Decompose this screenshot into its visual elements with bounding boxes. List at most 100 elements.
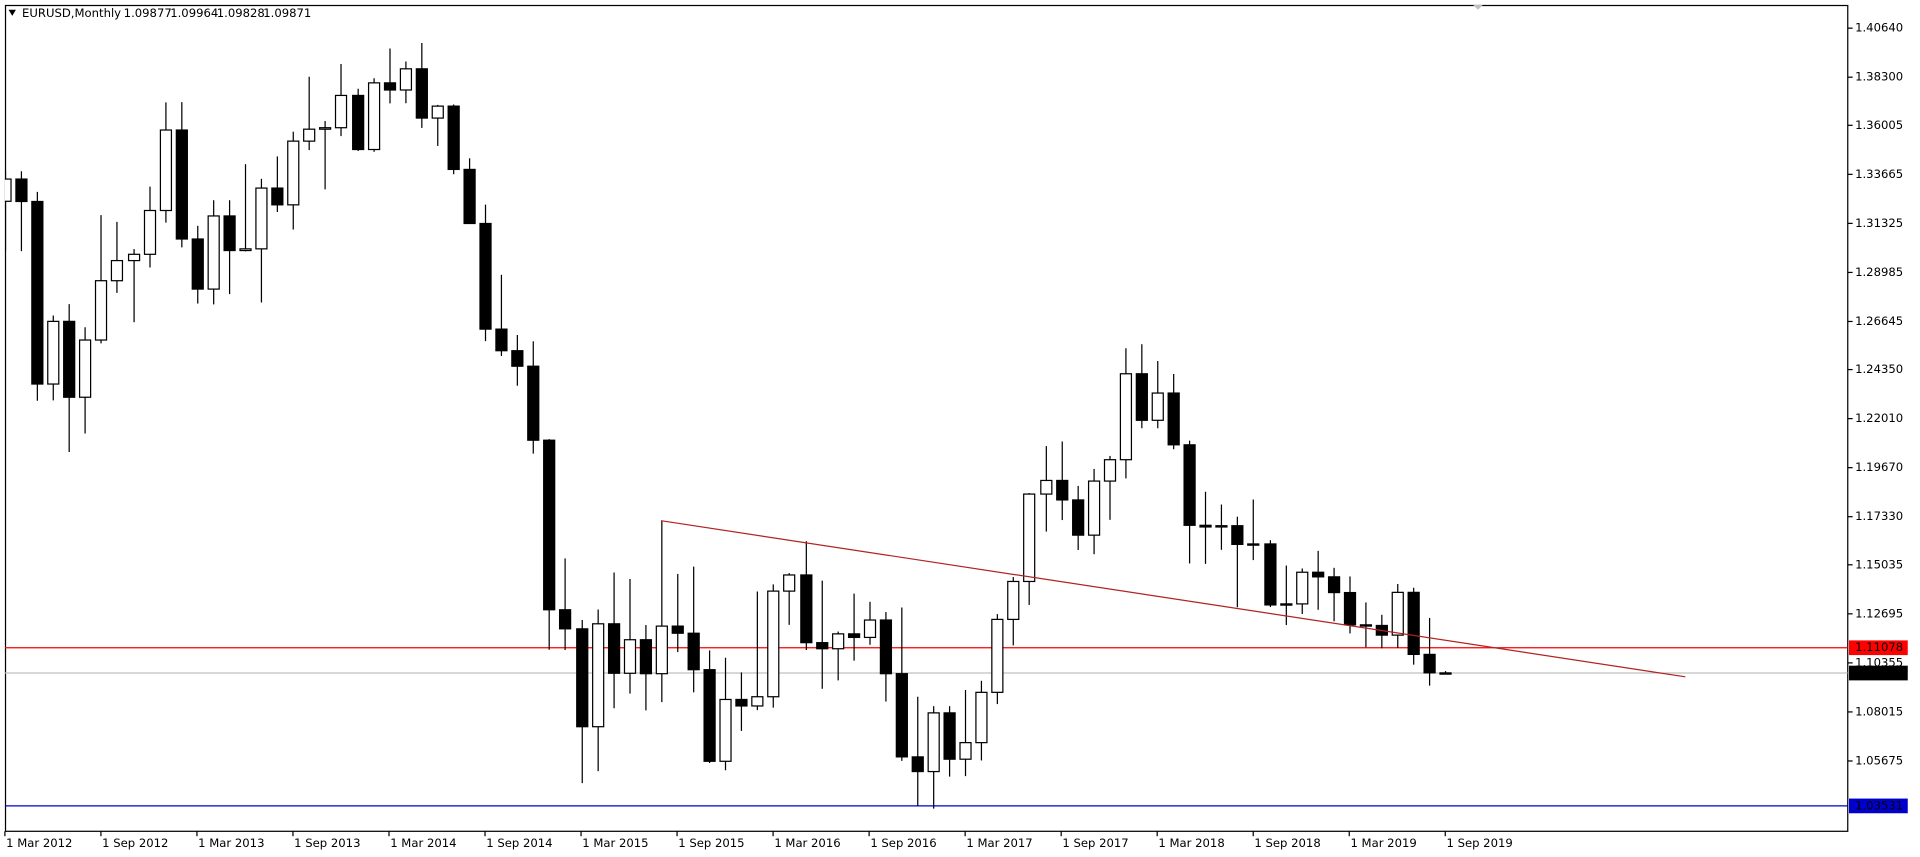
price-tag: [1848, 665, 1908, 681]
candle-body: [655, 625, 668, 675]
y-tick-label: 1.28985: [1855, 265, 1903, 279]
price-tag-label: 1.09871: [1855, 666, 1903, 680]
candle-body: [607, 623, 621, 674]
x-tick-label: 1 Mar 2018: [1158, 836, 1224, 850]
x-tick-label: 1 Mar 2015: [582, 836, 648, 850]
candle-body: [431, 105, 444, 119]
header-open: 1.09877: [124, 6, 172, 20]
candle-body: [1407, 591, 1420, 656]
y-tick-label: 1.19670: [1855, 460, 1903, 474]
candle-body: [1215, 525, 1228, 528]
x-tick-label: 1 Sep 2016: [870, 836, 936, 850]
candle-body: [479, 222, 492, 330]
shift-marker[interactable]: [1473, 4, 1483, 10]
candle-body: [159, 129, 173, 212]
candle-body: [847, 633, 861, 639]
x-tick-label: 1 Mar 2014: [390, 836, 456, 850]
candle-body: [863, 619, 877, 639]
candle-body: [1023, 493, 1036, 583]
header-close: 1.09871: [263, 6, 311, 20]
header-low: 1.09828: [217, 6, 265, 20]
candle-body: [911, 756, 924, 773]
candle-body: [318, 127, 332, 130]
candle-body: [334, 94, 348, 129]
candle-body: [639, 639, 653, 675]
axes: 1.40640 1.38300 1.36005 1.33665 1.31325 1.289…: [4, 21, 1908, 850]
candle-body: [175, 129, 188, 240]
candle-body: [767, 590, 780, 698]
y-tick-label: 1.22010: [1855, 411, 1903, 425]
candle-body: [527, 365, 540, 441]
candle-body: [94, 280, 108, 341]
candle-body: [558, 609, 572, 630]
x-tick-label: 1 Sep 2015: [678, 836, 744, 850]
candle-body: [751, 696, 764, 707]
candle-body: [399, 68, 413, 91]
y-tick-label: 1.38300: [1855, 70, 1903, 84]
candle-body: [1087, 480, 1101, 536]
x-tick-label: 1 Sep 2012: [102, 836, 168, 850]
candle-body: [703, 669, 716, 762]
candle-body: [78, 339, 92, 398]
candle-body: [15, 178, 28, 203]
y-tick-label: 1.24350: [1855, 362, 1903, 376]
candle-body: [687, 632, 700, 671]
candle-body: [495, 328, 508, 352]
candle-body: [4, 178, 12, 202]
candle-body: [1327, 576, 1341, 594]
candle-body: [816, 642, 829, 650]
candle-body: [991, 618, 1004, 693]
candle-body: [1183, 444, 1196, 526]
candle-body: [671, 625, 684, 634]
candle-body: [1247, 543, 1260, 546]
price-tag: [1848, 640, 1908, 656]
candle-body: [1280, 603, 1293, 606]
candle-body: [255, 187, 268, 250]
y-tick-label: 1.31325: [1855, 216, 1903, 230]
candle-body: [592, 623, 605, 728]
candle-body: [943, 712, 956, 760]
price-tag-label: 1.11078: [1855, 640, 1903, 654]
x-tick-label: 1 Mar 2012: [6, 836, 72, 850]
y-tick-label: 1.26645: [1855, 314, 1903, 328]
candle-body: [31, 200, 44, 385]
price-tag-label: 1.03531: [1855, 798, 1903, 812]
candle-body: [1359, 624, 1373, 627]
y-tick-label: 1.15035: [1855, 557, 1903, 571]
candle-body: [287, 140, 300, 206]
candle-body: [191, 238, 204, 290]
candle-body: [143, 209, 157, 255]
candle-body: [447, 105, 460, 171]
x-tick-label: 1 Mar 2019: [1350, 836, 1416, 850]
candle-body: [1151, 392, 1164, 421]
x-tick-label: 1 Sep 2014: [486, 836, 552, 850]
candle-body: [47, 320, 60, 385]
candle-body: [959, 742, 972, 760]
chart-title: EURUSD,Monthly: [22, 6, 121, 20]
candle-body: [783, 574, 796, 592]
candle-body: [1119, 373, 1133, 461]
x-tick-label: 1 Sep 2013: [294, 836, 360, 850]
candle-body: [623, 639, 637, 674]
candle-body: [415, 68, 428, 119]
candle-body: [1199, 524, 1212, 528]
candle-body: [110, 259, 124, 282]
x-tick-label: 1 Sep 2019: [1446, 836, 1512, 850]
candle-body: [576, 628, 589, 728]
candle-body: [239, 248, 252, 252]
menu-arrow[interactable]: [8, 9, 16, 16]
candle-body: [1135, 373, 1148, 421]
candle-body: [719, 698, 732, 762]
candle-body: [383, 82, 397, 91]
candle-body: [1056, 479, 1069, 501]
candle-body: [207, 215, 220, 290]
candle-body: [1231, 525, 1244, 545]
candle-body: [1167, 392, 1180, 446]
candle-body: [543, 439, 556, 611]
candle-body: [1423, 653, 1436, 674]
y-tick-label: 1.05675: [1855, 753, 1903, 767]
y-tick-label: 1.12695: [1855, 606, 1903, 620]
y-tick-label: 1.40640: [1855, 21, 1903, 35]
